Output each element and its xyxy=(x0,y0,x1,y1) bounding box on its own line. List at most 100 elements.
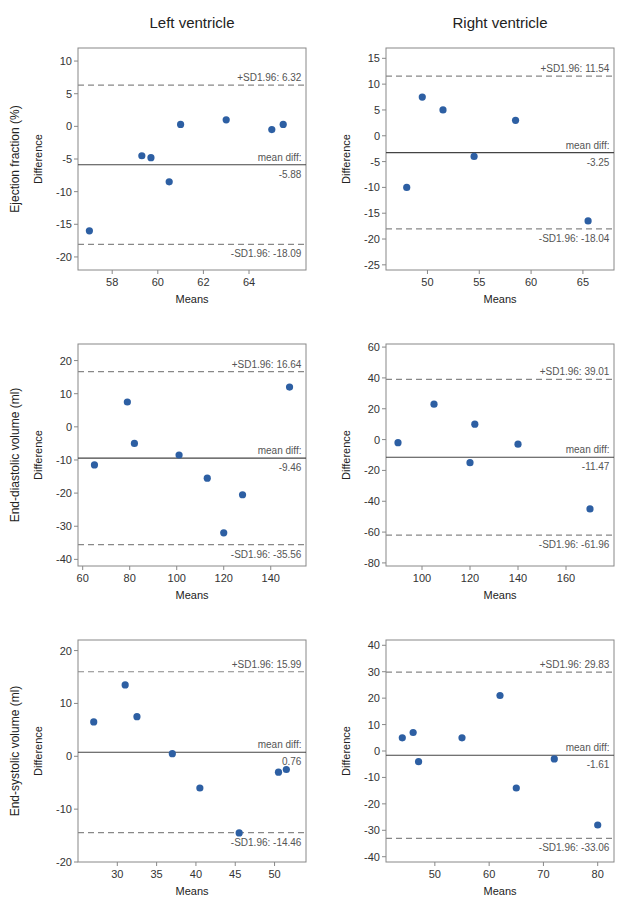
panel: 6080100120140-40-30-20-1001020MeansDiffe… xyxy=(32,344,306,601)
column-title: Left ventricle xyxy=(149,14,234,31)
y-tick xyxy=(382,698,386,699)
x-tick xyxy=(156,862,157,866)
y-tick xyxy=(74,360,78,361)
plot-area xyxy=(78,85,306,244)
plot-area xyxy=(386,379,614,535)
point xyxy=(124,398,131,405)
y-tick xyxy=(74,756,78,757)
reference-label: mean diff: xyxy=(566,742,610,753)
y-axis-label: Difference xyxy=(32,430,44,480)
x-tick-label: 120 xyxy=(461,572,479,584)
x-tick-label: 80 xyxy=(592,868,604,880)
reference-line xyxy=(78,671,306,672)
y-tick xyxy=(74,650,78,651)
plot-area xyxy=(386,76,614,229)
y-tick xyxy=(382,671,386,672)
plot-frame xyxy=(78,344,306,566)
y-tick xyxy=(382,84,386,85)
x-tick-label: 40 xyxy=(190,868,202,880)
x-tick-label: 58 xyxy=(106,276,118,288)
y-tick-label: 0 xyxy=(374,745,380,757)
reference-line xyxy=(386,152,614,153)
plot-area xyxy=(78,372,306,545)
y-tick-label: 0 xyxy=(66,750,72,762)
x-tick-label: 60 xyxy=(152,276,164,288)
reference-label: mean diff: xyxy=(566,140,610,151)
reference-line xyxy=(386,535,614,536)
y-tick-label: -5 xyxy=(62,153,72,165)
y-tick xyxy=(382,264,386,265)
panel: 50556065-25-20-15-10-5051015MeansDiffere… xyxy=(340,48,614,305)
y-tick xyxy=(382,470,386,471)
reference-line xyxy=(386,228,614,229)
y-tick-label: 40 xyxy=(368,639,380,651)
point xyxy=(419,93,426,100)
x-tick-label: 62 xyxy=(197,276,209,288)
y-tick-label: 60 xyxy=(368,341,380,353)
y-tick xyxy=(74,61,78,62)
x-tick xyxy=(489,862,490,866)
x-tick-label: 140 xyxy=(509,572,527,584)
reference-value-label: -1.61 xyxy=(587,759,610,770)
point xyxy=(551,755,558,762)
x-tick xyxy=(543,862,544,866)
point xyxy=(514,441,521,448)
y-tick xyxy=(74,126,78,127)
reference-line xyxy=(386,838,614,839)
x-axis-label: Means xyxy=(175,589,209,601)
point xyxy=(122,681,129,688)
y-tick-label: 10 xyxy=(368,78,380,90)
x-tick xyxy=(434,862,435,866)
y-tick xyxy=(74,256,78,257)
y-tick xyxy=(382,161,386,162)
point xyxy=(584,217,591,224)
y-tick-label: -10 xyxy=(364,181,380,193)
y-tick xyxy=(74,862,78,863)
figure: Left ventricleRight ventricleEjection fr… xyxy=(0,0,640,919)
y-tick xyxy=(382,347,386,348)
y-axis-label: Difference xyxy=(32,726,44,776)
reference-line xyxy=(78,164,306,165)
y-tick-label: 5 xyxy=(374,104,380,116)
x-tick-label: 65 xyxy=(577,276,589,288)
reference-label: -SD1.96: -18.04 xyxy=(539,233,610,244)
point xyxy=(236,829,243,836)
x-tick xyxy=(470,566,471,570)
y-tick-label: -30 xyxy=(56,520,72,532)
point xyxy=(286,383,293,390)
column-title: Right ventricle xyxy=(452,14,547,31)
x-tick xyxy=(582,270,583,274)
x-tick-label: 120 xyxy=(215,572,233,584)
point xyxy=(275,769,282,776)
y-tick xyxy=(382,830,386,831)
y-tick-label: -20 xyxy=(364,233,380,245)
y-tick-label: -20 xyxy=(364,798,380,810)
y-tick xyxy=(382,751,386,752)
y-tick-label: -20 xyxy=(56,251,72,263)
y-tick-label: -80 xyxy=(364,557,380,569)
point xyxy=(586,505,593,512)
y-tick xyxy=(74,526,78,527)
reference-label: mean diff: xyxy=(566,444,610,455)
x-tick xyxy=(112,270,113,274)
y-tick-label: 30 xyxy=(368,666,380,678)
y-tick-label: -10 xyxy=(364,771,380,783)
x-tick xyxy=(479,270,480,274)
point xyxy=(196,784,203,791)
panel: 3035404550-20-1001020MeansDifference+SD1… xyxy=(32,640,306,897)
point xyxy=(394,439,401,446)
point xyxy=(131,440,138,447)
y-tick xyxy=(382,532,386,533)
y-tick-label: -20 xyxy=(364,464,380,476)
y-tick xyxy=(382,803,386,804)
y-tick xyxy=(382,856,386,857)
y-tick-label: 20 xyxy=(368,692,380,704)
row-label: End-diastolic volume (ml) xyxy=(8,388,22,523)
reference-value-label: -9.46 xyxy=(279,462,302,473)
point xyxy=(415,758,422,765)
y-tick xyxy=(74,224,78,225)
x-axis-label: Means xyxy=(175,293,209,305)
point xyxy=(403,184,410,191)
point xyxy=(169,750,176,757)
y-tick-label: -10 xyxy=(56,803,72,815)
